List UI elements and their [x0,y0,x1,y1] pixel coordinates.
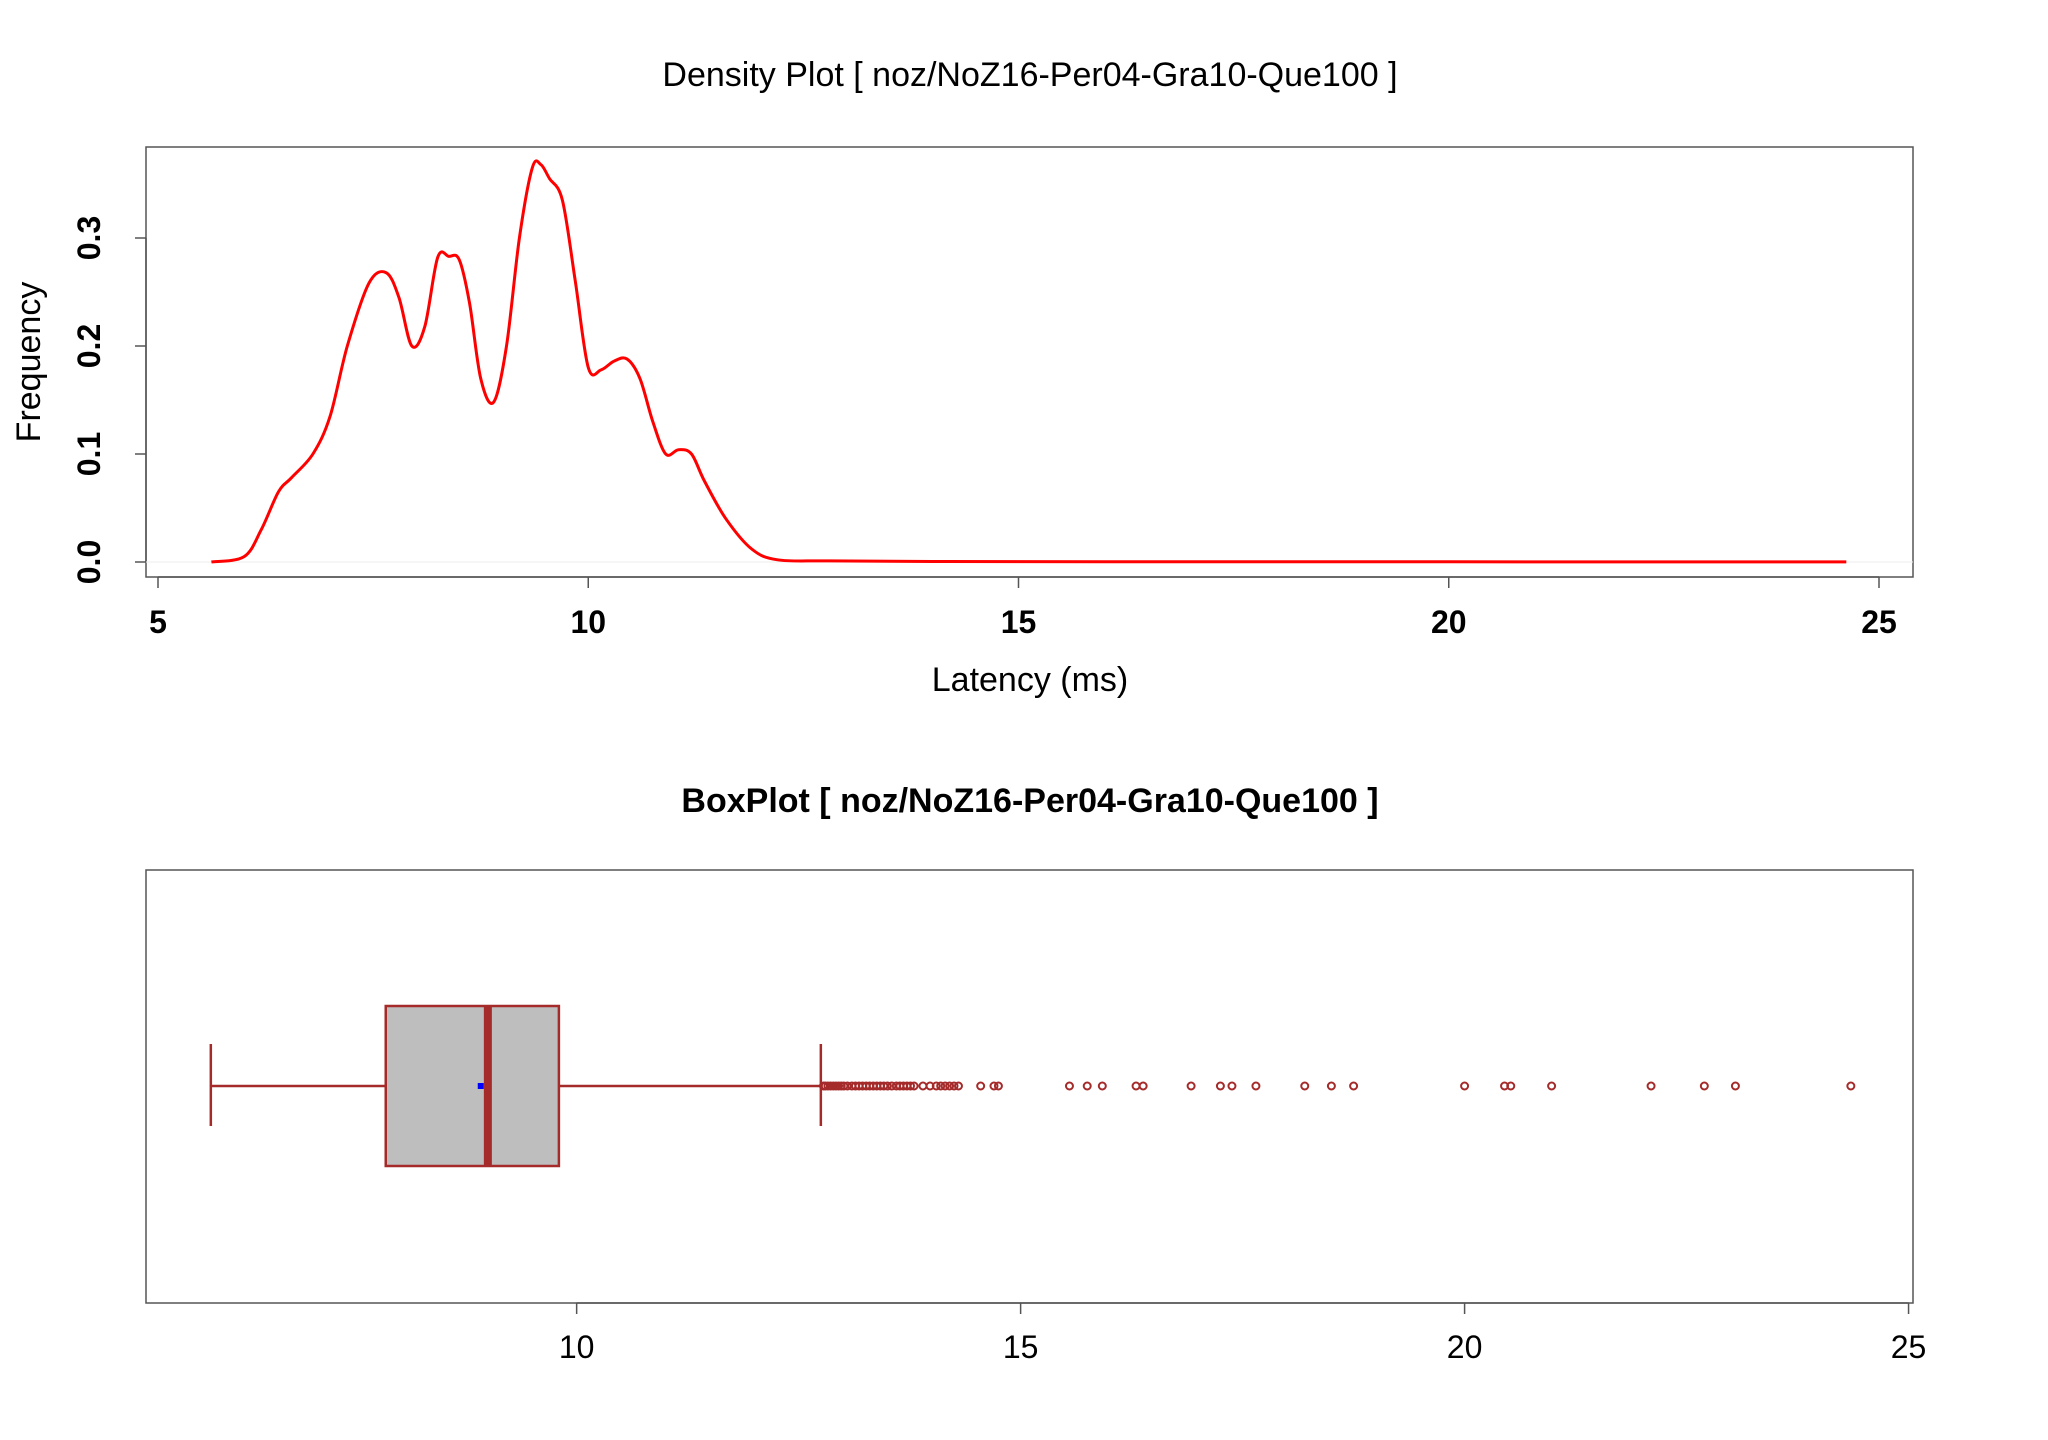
boxplot-outlier [1082,1081,1092,1091]
boxplot-outlier [1251,1081,1261,1091]
boxplot-outlier [1506,1081,1516,1091]
boxplot-outlier [909,1081,919,1091]
boxplot-outlier [1349,1081,1359,1091]
density-y-tick-label: 0.3 [71,216,107,260]
boxplot-outlier [1227,1081,1237,1091]
density-y-axis-label: Frequency [10,282,48,443]
boxplot-outlier [945,1081,955,1091]
density-y-axis: 0.0 0.1 0.2 0.3 [71,216,147,584]
boxplot-outlier [936,1081,946,1091]
boxplot-x-tick-label: 10 [559,1329,595,1365]
boxplot-outlier [1138,1081,1148,1091]
density-x-axis: 5 10 15 20 25 [149,576,1897,640]
boxplot-mean-marker [477,1083,484,1089]
boxplot-outlier [940,1081,950,1091]
density-x-tick-label: 25 [1861,604,1897,640]
boxplot-outlier [1215,1081,1225,1091]
boxplot-x-tick-label: 20 [1447,1329,1483,1365]
boxplot-outlier [1460,1081,1470,1091]
density-x-tick-label: 15 [1001,604,1037,640]
density-panel: Density Plot [ noz/NoZ16-Per04-Gra10-Que… [10,56,1914,699]
density-y-tick-label: 0.2 [71,324,107,368]
density-x-tick-label: 20 [1431,604,1467,640]
boxplot-marks [209,1004,1856,1168]
boxplot-outlier [949,1081,959,1091]
boxplot-outlier [1326,1081,1336,1091]
boxplot-outlier [1131,1081,1141,1091]
boxplot-outlier [1646,1081,1656,1091]
boxplot-outlier [1097,1081,1107,1091]
density-x-tick-label: 5 [149,604,167,640]
density-y-tick-label: 0.1 [71,432,107,476]
boxplot-title: BoxPlot [ noz/NoZ16-Per04-Gra10-Que100 ] [681,782,1378,820]
boxplot-outlier [1547,1081,1557,1091]
boxplot-x-axis: 10 15 20 25 [559,1302,1927,1365]
density-title: Density Plot [ noz/NoZ16-Per04-Gra10-Que… [662,56,1397,94]
density-x-tick-label: 10 [570,604,606,640]
boxplot-outlier [1186,1081,1196,1091]
boxplot-outlier [1300,1081,1310,1091]
boxplot-outlier [918,1081,928,1091]
boxplot-outlier [931,1081,941,1091]
boxplot-outlier [953,1081,963,1091]
boxplot-box [384,1004,561,1168]
boxplot-outlier [1730,1081,1740,1091]
boxplot-outlier [1699,1081,1709,1091]
density-curve [211,159,1847,564]
boxplot-outlier [1846,1081,1856,1091]
density-plot-frame [145,146,1914,578]
boxplot-panel: BoxPlot [ noz/NoZ16-Per04-Gra10-Que100 ]… [145,782,1927,1365]
boxplot-outlier [906,1081,916,1091]
boxplot-outlier [882,1081,892,1091]
density-x-axis-label: Latency (ms) [932,661,1129,699]
boxplot-outlier [993,1081,1003,1091]
boxplot-outlier [976,1081,986,1091]
boxplot-x-tick-label: 15 [1003,1329,1039,1365]
boxplot-x-tick-label: 25 [1891,1329,1927,1365]
boxplot-outlier [1064,1081,1074,1091]
boxplot-outlier [989,1081,999,1091]
density-y-tick-label: 0.0 [71,540,107,584]
